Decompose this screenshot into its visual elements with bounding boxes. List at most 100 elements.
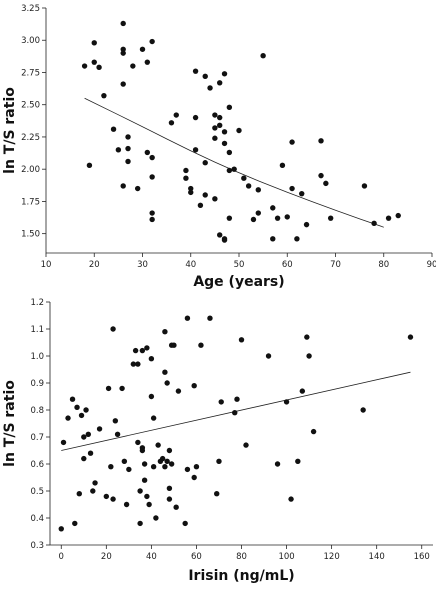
chart-2-data-point <box>162 369 168 375</box>
chart-1-x-tick-label: 80 <box>378 260 389 270</box>
chart-2-data-point <box>74 404 80 410</box>
chart-2-x-tick-label: 80 <box>236 552 247 562</box>
chart-1-x-tick-label: 70 <box>330 260 341 270</box>
chart-2-data-point <box>191 474 197 481</box>
chart-1-data-point <box>212 135 218 141</box>
chart-1-y-tick-label: 3.00 <box>21 36 40 46</box>
chart-2-data-point <box>123 501 130 508</box>
chart-1-data-point <box>221 129 228 135</box>
chart-2-data-point <box>238 337 245 343</box>
chart-1-data-point <box>120 81 126 87</box>
chart-2-data-point <box>110 326 116 332</box>
chart-2-data-point <box>103 493 110 500</box>
chart-2-y-tick-label: 0.5 <box>30 487 44 497</box>
chart-2-data-point <box>306 353 312 359</box>
chart-1-y-axis-title: ln T/S ratio <box>2 87 18 174</box>
chart-2-data-point <box>299 388 306 394</box>
chart-2-data-point <box>105 385 112 392</box>
chart-2-x-tick-label: 100 <box>278 552 294 562</box>
chart-1-y-tick-label: 3.25 <box>21 4 40 14</box>
chart-2-data-point <box>310 428 317 435</box>
chart-2-data-point <box>72 520 78 527</box>
chart-1-data-point <box>101 92 107 99</box>
chart-2-data-point <box>76 491 82 497</box>
chart-1-data-point <box>81 63 88 69</box>
chart-1-y-tick-label: 1.75 <box>21 197 40 207</box>
chart-1-data-point <box>395 212 401 219</box>
chart-2-data-point <box>130 361 137 367</box>
chart-1-data-point <box>236 127 242 134</box>
chart-1-x-tick-label: 30 <box>137 260 148 270</box>
chart-2-data-point <box>81 434 87 440</box>
chart-1-data-point <box>270 205 276 211</box>
chart-2-data-point <box>137 520 143 527</box>
chart-1-data-point <box>149 174 155 180</box>
chart-2-data-point <box>173 504 179 510</box>
chart-2-data-point <box>58 526 64 532</box>
chart-2-data-point <box>162 329 168 335</box>
chart-2-data-point <box>159 455 166 462</box>
chart-1-data-point <box>149 210 155 216</box>
chart-1-data-point <box>125 134 131 140</box>
chart-2-x-tick-label: 140 <box>369 552 385 562</box>
irisin-scatter-plot: 0 20 40 60 80 100 120 140 160 0.3 0.4 0.5 0.6 0.7 0.8 0… <box>2 298 433 584</box>
chart-1-data-point <box>192 114 199 121</box>
chart-1-data-point <box>125 158 131 165</box>
chart-1-trend-line <box>84 97 384 228</box>
chart-2-data-point <box>85 431 92 437</box>
chart-1-data-point <box>212 196 218 202</box>
chart-2-data-point <box>112 418 119 424</box>
chart-2-x-axis-title: Irisin (ng/mL) <box>188 568 294 584</box>
chart-1-data-point <box>226 104 233 110</box>
chart-2-data-point <box>108 464 114 470</box>
chart-2-data-point <box>283 399 290 405</box>
chart-2-data-point <box>175 388 182 394</box>
chart-2-data-point <box>114 431 121 437</box>
chart-1-data-point <box>226 149 233 156</box>
chart-2-data-point <box>214 491 220 497</box>
chart-1-data-point <box>217 114 223 121</box>
chart-1-data-point <box>371 220 377 227</box>
chart-2-data-point <box>166 447 173 454</box>
chart-2-x-tick-label: 60 <box>191 552 202 562</box>
chart-2-x-tick-label: 40 <box>146 552 157 562</box>
chart-1-data-point <box>120 183 126 189</box>
chart-2-x-tick-label: 120 <box>324 552 340 562</box>
chart-1-data-point <box>226 215 233 221</box>
chart-2-data-point <box>69 396 76 402</box>
chart-1-data-point <box>289 185 295 192</box>
chart-1-x-tick-label: 90 <box>427 260 436 270</box>
chart-1-data-point <box>202 73 208 80</box>
chart-1-data-point <box>130 63 136 69</box>
chart-1-data-point <box>221 140 228 147</box>
chart-1-data-point <box>139 46 146 52</box>
chart-2-data-point <box>164 458 170 464</box>
chart-2-y-tick-label: 0.8 <box>30 406 44 416</box>
chart-1-data-point <box>144 59 151 65</box>
chart-2-data-point <box>121 458 128 464</box>
chart-1-data-point <box>125 145 131 152</box>
chart-2-data-point <box>87 450 94 456</box>
chart-2-y-tick-label: 0.9 <box>30 379 44 389</box>
chart-2-data-point <box>141 461 148 467</box>
chart-1-data-point <box>188 185 194 192</box>
chart-2-data-point <box>126 466 132 473</box>
chart-2-data-point <box>166 496 173 502</box>
chart-2-data-point <box>96 426 103 432</box>
chart-2-y-tick-label: 0.4 <box>30 514 44 524</box>
chart-1-data-point <box>115 147 122 153</box>
chart-1-data-point <box>289 139 295 145</box>
chart-1-data-point <box>96 64 102 71</box>
chart-1-data-point <box>202 160 208 166</box>
chart-2-data-point <box>90 488 96 494</box>
chart-2-data-point <box>265 353 272 359</box>
chart-2-data-point <box>288 496 294 502</box>
chart-1-y-tick-label: 2.00 <box>21 165 40 175</box>
chart-1-data-point <box>183 167 189 174</box>
chart-1-data-point <box>217 80 223 86</box>
chart-2-data-point <box>162 464 168 470</box>
chart-2-data-point <box>191 383 197 389</box>
chart-2-y-tick-label: 1.1 <box>30 325 44 335</box>
chart-1-data-point <box>241 175 247 181</box>
chart-1-data-point <box>212 125 218 131</box>
